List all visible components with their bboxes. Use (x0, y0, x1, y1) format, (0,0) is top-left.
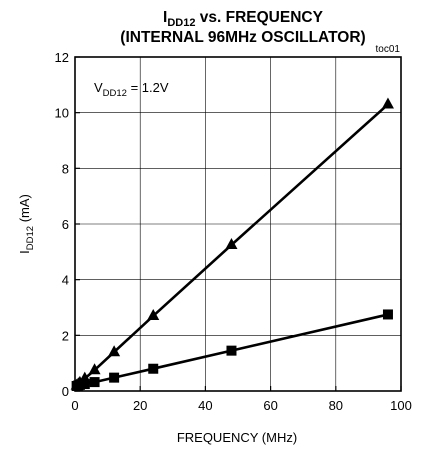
chart-title-line-2: (INTERNAL 96MHz OSCILLATOR) (120, 29, 365, 46)
data-point (108, 345, 121, 357)
y-tick-label: 0 (62, 384, 69, 399)
chart-title-line-1: IDD12 vs. FREQUENCY (163, 9, 324, 29)
axis-ticks: 0 20 40 60 80 100 0 2 4 6 8 10 12 (55, 50, 412, 413)
data-point (225, 238, 238, 250)
y-axis-label: IDD12 (mA) (17, 194, 36, 254)
data-point (148, 363, 159, 374)
x-tick-label: 20 (133, 398, 147, 413)
data-point (381, 97, 394, 109)
x-tick-label: 80 (329, 398, 343, 413)
data-point (382, 309, 393, 320)
grid (75, 57, 401, 391)
y-tick-label: 12 (55, 50, 69, 65)
figure-tag: toc01 (376, 44, 401, 55)
data-point (109, 372, 120, 383)
data-point (88, 363, 101, 375)
annotation-vdd12: VDD12 = 1.2V (94, 80, 169, 99)
y-tick-label: 4 (62, 273, 69, 288)
y-tick-label: 2 (62, 328, 69, 343)
x-axis-label: FREQUENCY (MHz) (177, 430, 297, 445)
x-tick-label: 0 (71, 398, 78, 413)
data-point (79, 379, 90, 390)
series-layer (70, 97, 394, 391)
y-tick-label: 6 (62, 217, 69, 232)
data-point (147, 309, 160, 321)
x-tick-label: 100 (390, 398, 412, 413)
data-point (226, 345, 237, 356)
x-tick-label: 60 (263, 398, 277, 413)
x-tick-label: 40 (198, 398, 212, 413)
series-square (71, 309, 393, 391)
y-tick-label: 8 (62, 161, 69, 176)
data-point (89, 377, 100, 388)
y-tick-label: 10 (55, 106, 69, 121)
